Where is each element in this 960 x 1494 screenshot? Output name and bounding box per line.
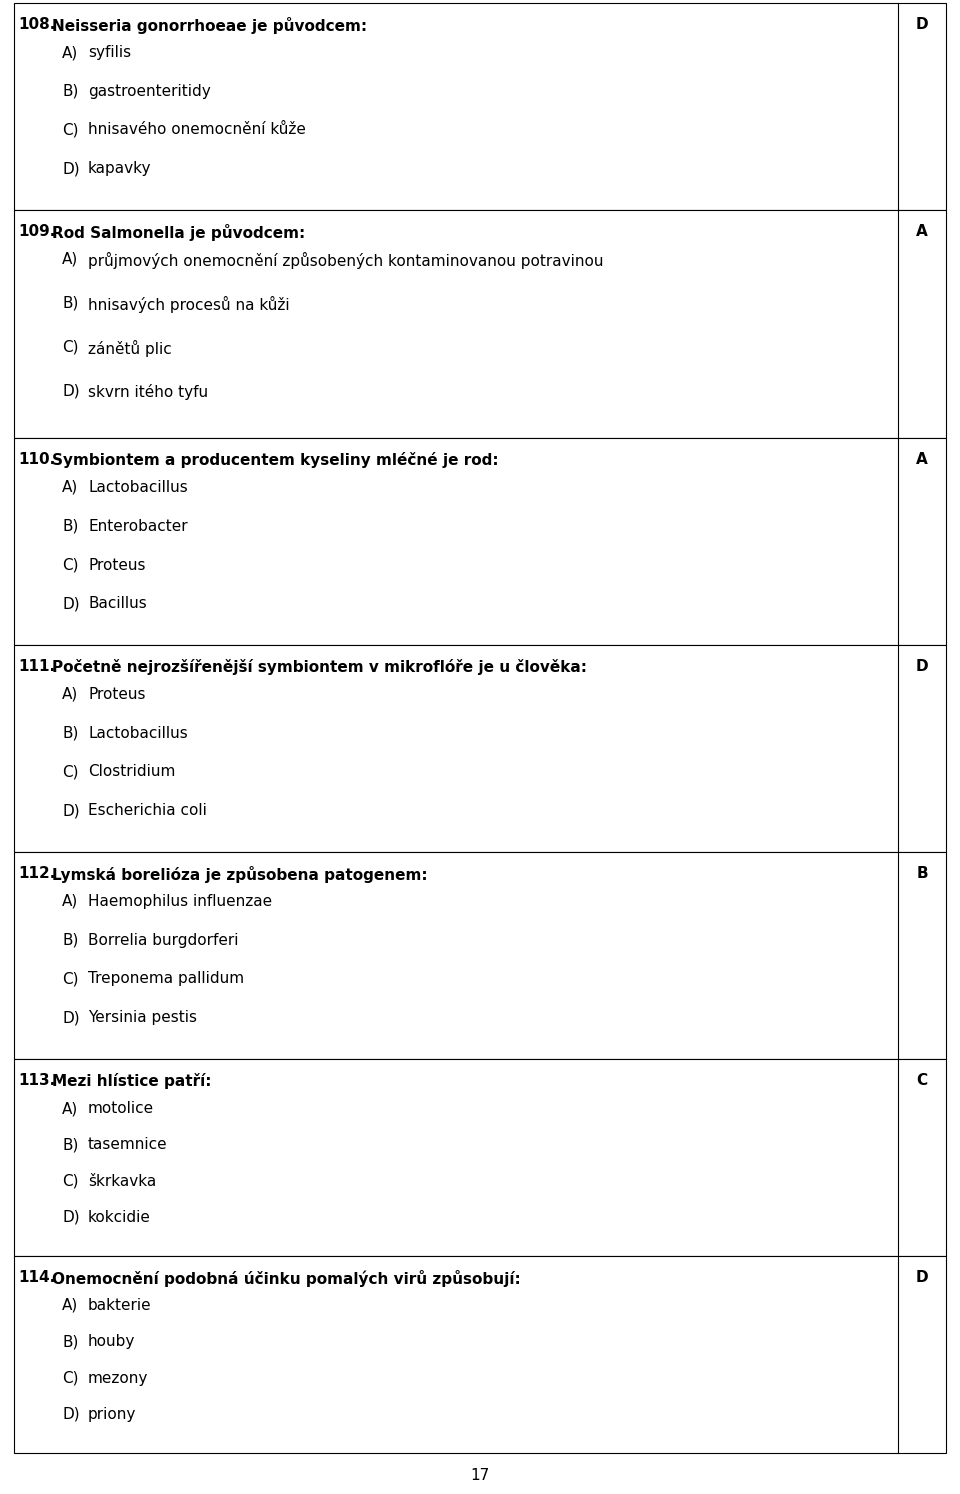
Text: 114.: 114. <box>18 1270 56 1285</box>
Text: A: A <box>916 224 928 239</box>
Text: kapavky: kapavky <box>88 161 152 176</box>
Text: C): C) <box>62 123 79 137</box>
Text: D): D) <box>62 384 80 399</box>
Text: Symbiontem a producentem kyseliny mléčné je rod:: Symbiontem a producentem kyseliny mléčné… <box>52 453 498 468</box>
Text: Borrelia burgdorferi: Borrelia burgdorferi <box>88 932 238 947</box>
Text: gastroenteritidy: gastroenteritidy <box>88 84 211 99</box>
Text: kokcidie: kokcidie <box>88 1210 151 1225</box>
Text: Lactobacillus: Lactobacillus <box>88 726 188 741</box>
Text: hnisavého onemocnění kůže: hnisavého onemocnění kůže <box>88 123 306 137</box>
Text: Proteus: Proteus <box>88 557 146 572</box>
Text: B): B) <box>62 84 79 99</box>
Text: Lactobacillus: Lactobacillus <box>88 480 188 495</box>
Text: A): A) <box>62 252 79 267</box>
Bar <box>14 645 946 852</box>
Text: 109.: 109. <box>18 224 56 239</box>
Text: 111.: 111. <box>18 659 55 674</box>
Bar <box>14 211 946 438</box>
Bar <box>14 1059 946 1256</box>
Text: Neisseria gonorrhoeae je původcem:: Neisseria gonorrhoeae je původcem: <box>52 16 367 34</box>
Text: B): B) <box>62 726 79 741</box>
Bar <box>14 852 946 1059</box>
Text: A): A) <box>62 1298 79 1313</box>
Text: Enterobacter: Enterobacter <box>88 518 187 533</box>
Text: C): C) <box>62 341 79 356</box>
Text: 17: 17 <box>470 1469 490 1484</box>
Text: Escherichia coli: Escherichia coli <box>88 804 206 819</box>
Text: A): A) <box>62 687 79 702</box>
Text: D: D <box>916 16 928 31</box>
Text: D): D) <box>62 804 80 819</box>
Text: houby: houby <box>88 1334 135 1349</box>
Text: B: B <box>916 867 927 881</box>
Text: D): D) <box>62 596 80 611</box>
Text: D): D) <box>62 161 80 176</box>
Text: Onemocnění podobná účinku pomalých virů způsobují:: Onemocnění podobná účinku pomalých virů … <box>52 1270 520 1286</box>
Text: A): A) <box>62 893 79 908</box>
Text: 108.: 108. <box>18 16 56 31</box>
Text: D: D <box>916 1270 928 1285</box>
Text: zánětů plic: zánětů plic <box>88 341 172 357</box>
Text: Treponema pallidum: Treponema pallidum <box>88 971 244 986</box>
Text: mezony: mezony <box>88 1370 149 1385</box>
Text: Rod Salmonella je původcem:: Rod Salmonella je původcem: <box>52 224 305 241</box>
Bar <box>14 1256 946 1454</box>
Text: C: C <box>917 1073 927 1088</box>
Text: 110.: 110. <box>18 453 56 468</box>
Text: A): A) <box>62 45 79 60</box>
Text: B): B) <box>62 932 79 947</box>
Text: Lymská borelióza je způsobena patogenem:: Lymská borelióza je způsobena patogenem: <box>52 867 427 883</box>
Text: Clostridium: Clostridium <box>88 765 176 780</box>
Text: A: A <box>916 453 928 468</box>
Text: hnisavých procesů na kůži: hnisavých procesů na kůži <box>88 296 290 314</box>
Text: škrkavka: škrkavka <box>88 1173 156 1189</box>
Text: B): B) <box>62 518 79 533</box>
Text: B): B) <box>62 1137 79 1152</box>
Text: Početně nejrozšířenější symbiontem v mikroflóře je u člověka:: Početně nejrozšířenější symbiontem v mik… <box>52 659 587 675</box>
Bar <box>14 438 946 645</box>
Text: syfilis: syfilis <box>88 45 132 60</box>
Text: bakterie: bakterie <box>88 1298 152 1313</box>
Text: C): C) <box>62 765 79 780</box>
Text: 112.: 112. <box>18 867 56 881</box>
Text: Proteus: Proteus <box>88 687 146 702</box>
Text: Bacillus: Bacillus <box>88 596 147 611</box>
Text: Yersinia pestis: Yersinia pestis <box>88 1010 197 1025</box>
Text: průjmových onemocnění způsobených kontaminovanou potravinou: průjmových onemocnění způsobených kontam… <box>88 252 604 269</box>
Text: A): A) <box>62 1101 79 1116</box>
Text: Mezi hlístice patří:: Mezi hlístice patří: <box>52 1073 211 1089</box>
Text: C): C) <box>62 1370 79 1385</box>
Text: B): B) <box>62 1334 79 1349</box>
Text: C): C) <box>62 557 79 572</box>
Text: A): A) <box>62 480 79 495</box>
Text: D: D <box>916 659 928 674</box>
Text: C): C) <box>62 1173 79 1189</box>
Text: 113.: 113. <box>18 1073 56 1088</box>
Text: D): D) <box>62 1407 80 1422</box>
Text: C): C) <box>62 971 79 986</box>
Text: priony: priony <box>88 1407 136 1422</box>
Text: skvrn itého tyfu: skvrn itého tyfu <box>88 384 208 400</box>
Text: D): D) <box>62 1210 80 1225</box>
Text: Haemophilus influenzae: Haemophilus influenzae <box>88 893 272 908</box>
Text: tasemnice: tasemnice <box>88 1137 168 1152</box>
Text: motolice: motolice <box>88 1101 155 1116</box>
Bar <box>14 3 946 211</box>
Text: B): B) <box>62 296 79 311</box>
Text: D): D) <box>62 1010 80 1025</box>
